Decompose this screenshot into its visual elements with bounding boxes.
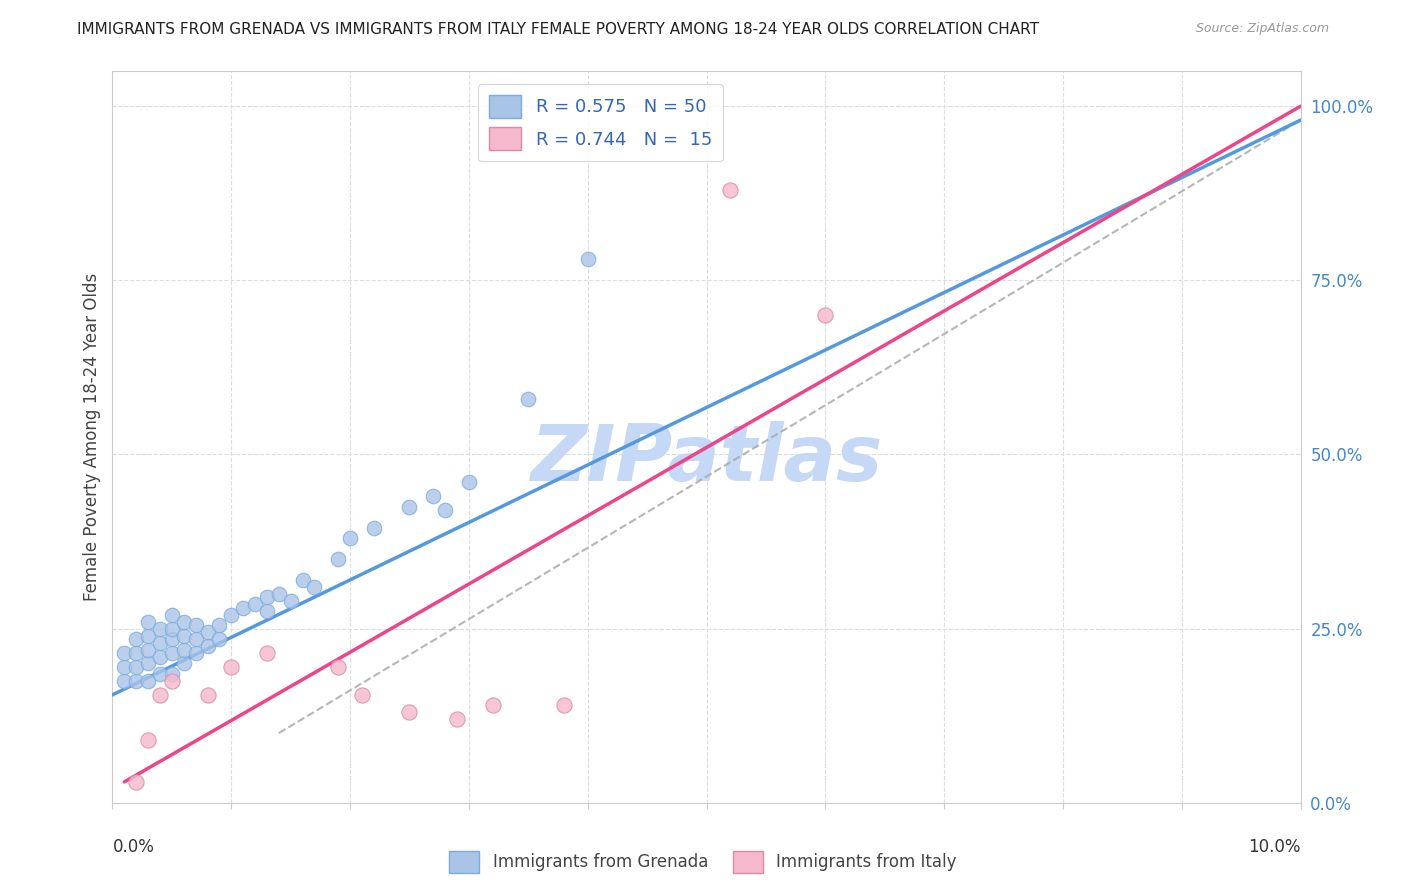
- Point: [160, 667, 183, 681]
- Point: [173, 629, 195, 643]
- Point: [267, 587, 290, 601]
- Point: [112, 646, 135, 660]
- Point: [184, 632, 207, 646]
- Point: [149, 649, 172, 664]
- Point: [136, 733, 159, 747]
- Point: [304, 580, 326, 594]
- Point: [160, 622, 183, 636]
- Point: [197, 688, 219, 702]
- Point: [256, 646, 278, 660]
- Point: [328, 660, 350, 674]
- Point: [173, 615, 195, 629]
- Point: [457, 475, 479, 490]
- Point: [256, 604, 278, 618]
- Point: [517, 392, 540, 406]
- Point: [160, 607, 183, 622]
- Point: [136, 673, 159, 688]
- Text: 10.0%: 10.0%: [1249, 838, 1301, 856]
- Point: [814, 308, 837, 322]
- Point: [197, 625, 219, 640]
- Point: [149, 635, 172, 649]
- Point: [160, 673, 183, 688]
- Point: [208, 632, 231, 646]
- Text: Source: ZipAtlas.com: Source: ZipAtlas.com: [1195, 22, 1329, 36]
- Text: IMMIGRANTS FROM GRENADA VS IMMIGRANTS FROM ITALY FEMALE POVERTY AMONG 18-24 YEAR: IMMIGRANTS FROM GRENADA VS IMMIGRANTS FR…: [77, 22, 1039, 37]
- Point: [350, 688, 373, 702]
- Point: [291, 573, 314, 587]
- Point: [112, 660, 135, 674]
- Point: [184, 618, 207, 632]
- Point: [125, 660, 148, 674]
- Point: [149, 688, 172, 702]
- Point: [136, 642, 159, 657]
- Point: [136, 629, 159, 643]
- Point: [481, 698, 503, 713]
- Point: [219, 607, 242, 622]
- Point: [280, 594, 302, 608]
- Point: [208, 618, 231, 632]
- Point: [173, 642, 195, 657]
- Point: [160, 646, 183, 660]
- Point: [446, 712, 468, 726]
- Point: [125, 632, 148, 646]
- Point: [125, 646, 148, 660]
- Point: [398, 705, 420, 719]
- Point: [363, 521, 385, 535]
- Point: [173, 657, 195, 671]
- Point: [553, 698, 575, 713]
- Legend: R = 0.575   N = 50, R = 0.744   N =  15: R = 0.575 N = 50, R = 0.744 N = 15: [478, 84, 723, 161]
- Point: [434, 503, 457, 517]
- Point: [339, 531, 361, 545]
- Point: [125, 775, 148, 789]
- Point: [136, 657, 159, 671]
- Point: [219, 660, 242, 674]
- Point: [398, 500, 420, 514]
- Point: [160, 632, 183, 646]
- Point: [243, 597, 266, 611]
- Point: [422, 489, 444, 503]
- Point: [576, 252, 599, 267]
- Point: [197, 639, 219, 653]
- Text: ZIPatlas: ZIPatlas: [530, 421, 883, 497]
- Point: [232, 600, 254, 615]
- Point: [136, 615, 159, 629]
- Point: [256, 591, 278, 605]
- Point: [718, 183, 741, 197]
- Y-axis label: Female Poverty Among 18-24 Year Olds: Female Poverty Among 18-24 Year Olds: [83, 273, 101, 601]
- Point: [328, 552, 350, 566]
- Point: [184, 646, 207, 660]
- Point: [112, 673, 135, 688]
- Legend: Immigrants from Grenada, Immigrants from Italy: Immigrants from Grenada, Immigrants from…: [443, 845, 963, 880]
- Text: 0.0%: 0.0%: [112, 838, 155, 856]
- Point: [149, 622, 172, 636]
- Point: [149, 667, 172, 681]
- Point: [125, 673, 148, 688]
